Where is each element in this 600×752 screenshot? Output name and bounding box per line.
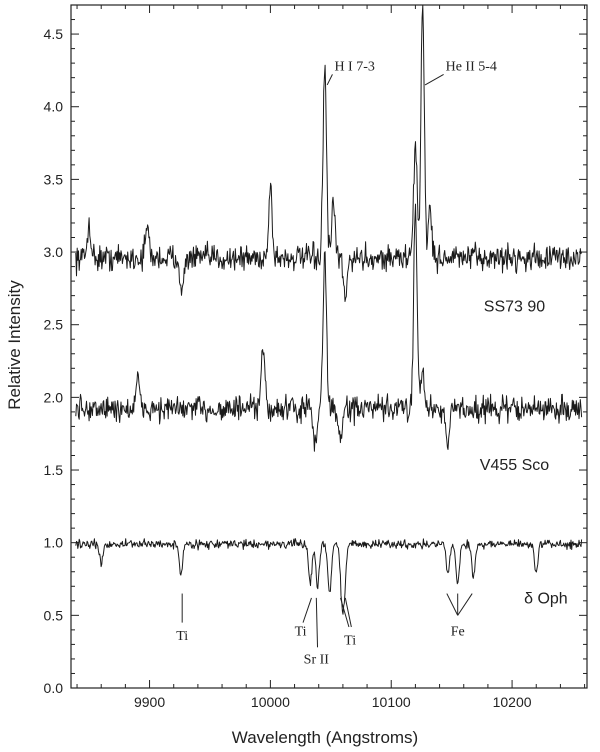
x-tick-label: 10100 (372, 694, 411, 710)
annotation-line (446, 593, 459, 616)
series-label: V455 Sco (480, 457, 549, 474)
y-axis-label: Relative Intensity (5, 280, 24, 410)
annotation-label: Ti (344, 633, 356, 648)
x-axis-label: Wavelength (Angstroms) (232, 728, 418, 747)
y-tick-label: 4.5 (44, 26, 64, 42)
series-line (75, 538, 583, 615)
annotation-line (315, 597, 319, 648)
y-tick-label: 2.5 (44, 317, 64, 333)
annotation-label: Ti (176, 629, 188, 644)
y-tick-label: 3.5 (44, 171, 64, 187)
annotation-label: Sr II (304, 652, 330, 667)
y-tick-label: 1.5 (44, 462, 64, 478)
y-tick-label: 2.0 (44, 389, 64, 405)
y-tick-label: 0.5 (44, 607, 64, 623)
series-line (75, 203, 583, 452)
annotation-line (340, 597, 350, 628)
axes: 9900 10000 10100 10200 0.0 0.5 1.0 1.5 2.0 2.5 3.0… (44, 4, 588, 710)
annotation-label: Ti (295, 625, 307, 640)
x-tick-label: 9900 (134, 694, 165, 710)
annotation-label: H I 7-3 (334, 59, 374, 74)
series-line (75, 4, 583, 302)
x-tick-label: 10000 (251, 694, 290, 710)
annotation-leader (424, 73, 444, 86)
annotations: H I 7-3 He II 5-4 Ti Ti Sr II Ti Fe SS73 90 V455… (176, 59, 568, 667)
y-tick-label: 1.0 (44, 535, 64, 551)
series-label: δ Oph (524, 591, 568, 608)
y-tick-label: 4.0 (44, 99, 64, 115)
y-tick-label: 3.0 (44, 244, 64, 260)
annotation-line (344, 597, 352, 628)
annotation-label: Fe (451, 625, 465, 640)
annotation-line (457, 593, 473, 616)
annotation-line (302, 597, 312, 623)
annotation-label: He II 5-4 (446, 59, 497, 74)
x-tick-label: 10200 (493, 694, 532, 710)
series-group (75, 4, 583, 615)
plot-frame (70, 4, 588, 689)
annotation-leader (326, 74, 333, 86)
y-tick-label: 0.0 (44, 680, 64, 696)
series-label: SS73 90 (484, 299, 545, 316)
